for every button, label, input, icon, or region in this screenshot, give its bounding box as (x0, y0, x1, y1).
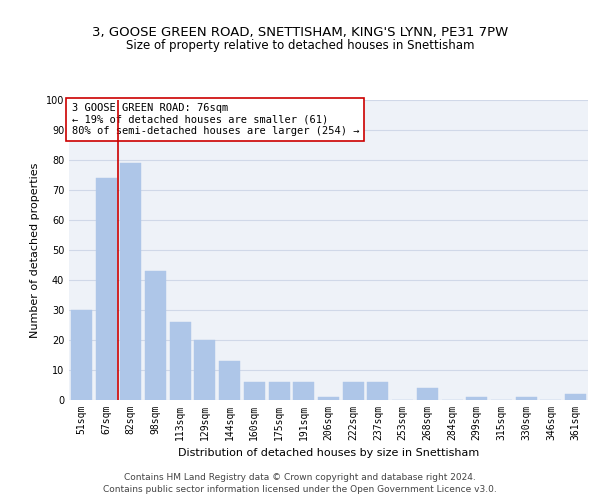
Bar (145, 271, 166, 400)
Bar (269, 382, 290, 400)
Y-axis label: Number of detached properties: Number of detached properties (30, 162, 40, 338)
Bar (318, 397, 339, 400)
Bar (565, 394, 586, 400)
Text: Size of property relative to detached houses in Snettisham: Size of property relative to detached ho… (126, 38, 474, 52)
X-axis label: Distribution of detached houses by size in Snettisham: Distribution of detached houses by size … (178, 448, 479, 458)
Bar (516, 397, 537, 400)
Bar (343, 382, 364, 400)
Bar (367, 382, 388, 400)
Text: 3, GOOSE GREEN ROAD, SNETTISHAM, KING'S LYNN, PE31 7PW: 3, GOOSE GREEN ROAD, SNETTISHAM, KING'S … (92, 26, 508, 39)
Bar (120, 163, 141, 400)
Bar (95, 178, 116, 400)
Bar (293, 382, 314, 400)
Bar (194, 340, 215, 400)
Bar (244, 382, 265, 400)
Bar (170, 322, 191, 400)
Text: Contains public sector information licensed under the Open Government Licence v3: Contains public sector information licen… (103, 484, 497, 494)
Bar (219, 361, 240, 400)
Text: Contains HM Land Registry data © Crown copyright and database right 2024.: Contains HM Land Registry data © Crown c… (124, 473, 476, 482)
Bar (417, 388, 438, 400)
Text: 3 GOOSE GREEN ROAD: 76sqm
← 19% of detached houses are smaller (61)
80% of semi-: 3 GOOSE GREEN ROAD: 76sqm ← 19% of detac… (71, 103, 359, 136)
Bar (71, 310, 92, 400)
Bar (466, 397, 487, 400)
